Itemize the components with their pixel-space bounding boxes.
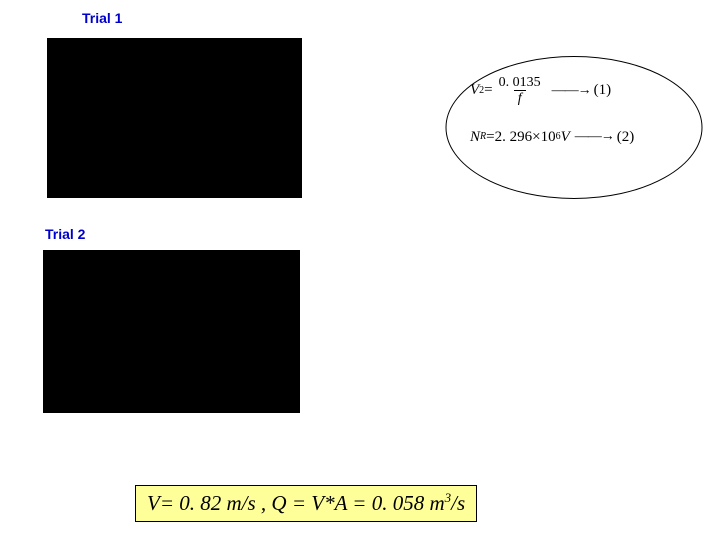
eq1-arrow: ——→ [552, 83, 591, 99]
trial-1-label-text: Trial 1 [82, 10, 122, 26]
eq1-equals: = [484, 82, 492, 99]
equations-ellipse: V2 = 0. 0135 f ——→ (1) NR = 2. 296 × 106… [445, 55, 703, 200]
equation-2: NR = 2. 296 × 106 V ——→ (2) [470, 129, 685, 146]
eq2-equals: = [486, 129, 494, 146]
eq2-arrow: ——→ [575, 129, 614, 145]
trial-1-label: Trial 1 [82, 10, 122, 26]
eq1-lhs-var: V [470, 82, 479, 99]
result-q-unit: /s [451, 491, 465, 515]
trial-2-label-text: Trial 2 [45, 226, 85, 242]
equations-block: V2 = 0. 0135 f ——→ (1) NR = 2. 296 × 106… [470, 75, 685, 146]
eq2-base: 10 [541, 129, 556, 146]
result-box: V= 0. 82 m/s , Q = V*A = 0. 058 m3/s [135, 485, 477, 522]
eq2-tag: (2) [617, 129, 635, 146]
eq1-denominator: f [514, 90, 526, 106]
result-q-label: Q [271, 491, 291, 515]
eq1-fraction: 0. 0135 f [495, 75, 545, 107]
result-q-expr: = V*A = 0. 058 m [292, 491, 445, 515]
trial-1-box [47, 38, 302, 198]
trial-2-box [43, 250, 300, 413]
eq1-numerator: 0. 0135 [495, 75, 545, 90]
result-v-label: V [147, 491, 160, 515]
result-v-value: = 0. 82 m/s , [160, 491, 272, 515]
eq2-times: × [532, 129, 540, 146]
eq2-trail-var: V [561, 129, 570, 146]
eq1-tag: (1) [594, 82, 612, 99]
trial-2-label: Trial 2 [45, 226, 85, 242]
equation-1: V2 = 0. 0135 f ——→ (1) [470, 75, 685, 107]
eq2-coeff: 2. 296 [495, 129, 533, 146]
eq2-lhs-var: N [470, 129, 480, 146]
